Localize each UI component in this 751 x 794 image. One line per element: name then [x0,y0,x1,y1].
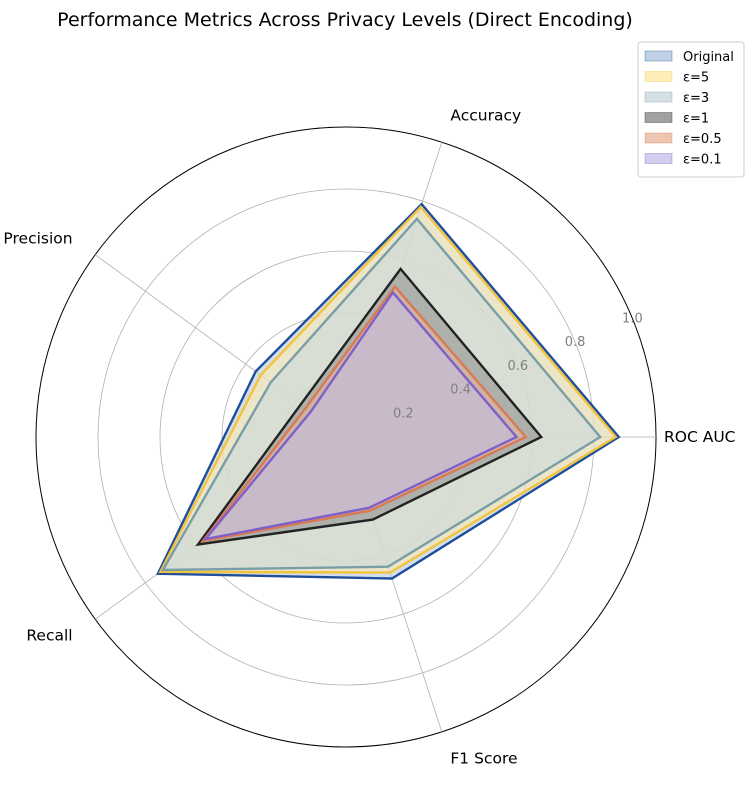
series-line [158,205,618,574]
radial-tick-label: 0.6 [507,359,528,374]
radial-tick-label: 0.2 [393,406,414,421]
legend-swatch [644,50,673,62]
axis-label: Accuracy [450,107,521,125]
series-line [160,216,603,572]
series-line [195,266,544,547]
axis-label: Recall [26,627,72,645]
series-line [200,284,528,543]
legend-label: ε=0.5 [683,132,722,147]
series-layer [156,202,621,580]
legend: Original ε=5 ε=3 ε=1 ε=0.5 ε=0.1 [637,41,745,178]
axis-labels: ROC AUC Accuracy Precision Recall F1 Score [3,107,735,768]
series-line [202,290,519,541]
legend-swatch [644,112,673,123]
radial-tick-label: 0.4 [450,383,471,398]
axis-label: ROC AUC [664,428,736,446]
legend-swatch [644,71,673,82]
chart-title: Performance Metrics Across Privacy Level… [57,9,633,31]
legend-label: ε=5 [683,71,709,86]
radial-tick-label: 1.0 [622,311,643,326]
series-line [156,202,621,580]
axis-label: F1 Score [450,750,517,768]
legend-swatch [644,91,673,103]
legend-label: ε=0.1 [683,153,722,168]
radial-tick-labels: 0.2 0.4 0.6 0.8 1.0 [393,311,643,421]
legend-swatch [644,153,673,164]
axis-label: Precision [3,229,72,247]
legend-label: Original [683,50,734,65]
legend-label: ε=3 [683,91,709,106]
series-area [205,292,517,539]
legend-swatch [644,132,673,144]
legend-label: ε=1 [683,112,709,127]
radial-tick-label: 0.8 [565,335,586,350]
